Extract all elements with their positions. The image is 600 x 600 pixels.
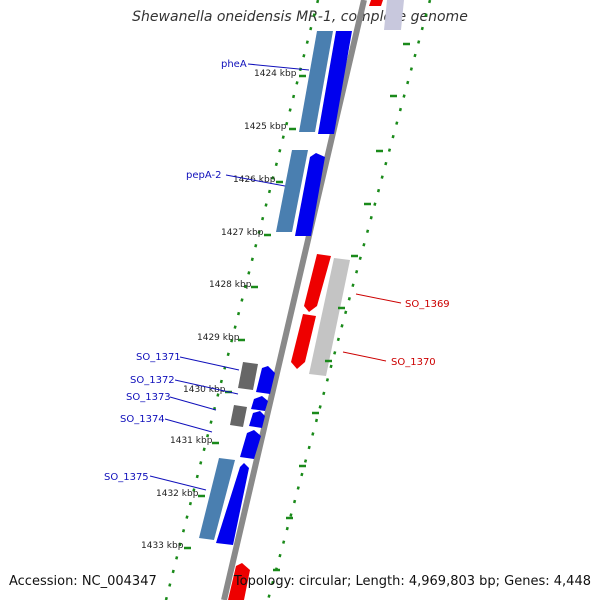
gene-label-so1375[interactable]: SO_1375	[104, 472, 149, 483]
map-title: Shewanella oneidensis MR-1, complete gen…	[132, 9, 468, 25]
accession-text: Accession: NC_004347	[9, 574, 157, 589]
gene-arrow-so1371[interactable]	[256, 366, 275, 394]
gene-label-phea[interactable]: pheA	[221, 59, 247, 70]
scale-label: 1430 kbp	[183, 385, 226, 395]
label-leaders-blue	[149, 63, 310, 491]
gene-bar-so1371-feature[interactable]	[238, 362, 258, 390]
gene-bar-pepa2-feature[interactable]	[276, 150, 308, 232]
gene-label-so1370[interactable]: SO_1370	[391, 357, 436, 368]
gene-label-so1374[interactable]: SO_1374	[120, 414, 165, 425]
gene-arrow-so1375[interactable]	[216, 463, 249, 545]
gene-label-so1371[interactable]: SO_1371	[136, 352, 181, 363]
gene-label-so1369[interactable]: SO_1369	[405, 299, 450, 310]
scale-label: 1424 kbp	[254, 69, 297, 79]
scale-label: 1433 kbp	[141, 541, 184, 551]
gene-arrow-bottom-red[interactable]	[228, 563, 250, 600]
gene-label-so1373[interactable]: SO_1373	[126, 392, 171, 403]
gene-label-pepa2[interactable]: pepA-2	[186, 170, 221, 181]
gene-arrow-pepa2[interactable]	[295, 153, 325, 236]
gene-arrow-so1369[interactable]	[304, 254, 331, 312]
gene-arrow-so1374[interactable]	[240, 430, 261, 459]
gene-arrow-so1370[interactable]	[291, 314, 316, 369]
gene-arrow-top-gray[interactable]	[384, 0, 404, 30]
gene-arrow-so1372[interactable]	[251, 396, 268, 411]
gene-bar-phea-feature[interactable]	[299, 31, 333, 132]
scale-label: 1429 kbp	[197, 333, 240, 343]
guide-tracks	[164, 0, 432, 600]
scale-label: 1427 kbp	[221, 228, 264, 238]
label-leaders-red	[342, 293, 402, 362]
topology-text: Topology: circular; Length: 4,969,803 bp…	[233, 574, 591, 589]
scale-label: 1431 kbp	[170, 436, 213, 446]
gene-bar-so1375-feature[interactable]	[199, 458, 235, 540]
scale-label: 1425 kbp	[244, 122, 287, 132]
gene-arrow-so1373[interactable]	[249, 411, 265, 428]
gene-bar-so1373-feature[interactable]	[230, 405, 247, 427]
gene-arrow-phea[interactable]	[318, 31, 352, 134]
gene-bar-so1369-feature[interactable]	[309, 258, 350, 376]
genome-backbone	[221, 0, 367, 600]
scale-label: 1432 kbp	[156, 489, 199, 499]
gene-arrow-top-red[interactable]	[369, 0, 383, 6]
scale-label: 1428 kbp	[209, 280, 252, 290]
gene-label-so1372[interactable]: SO_1372	[130, 375, 175, 386]
scale-ticks	[184, 42, 410, 572]
